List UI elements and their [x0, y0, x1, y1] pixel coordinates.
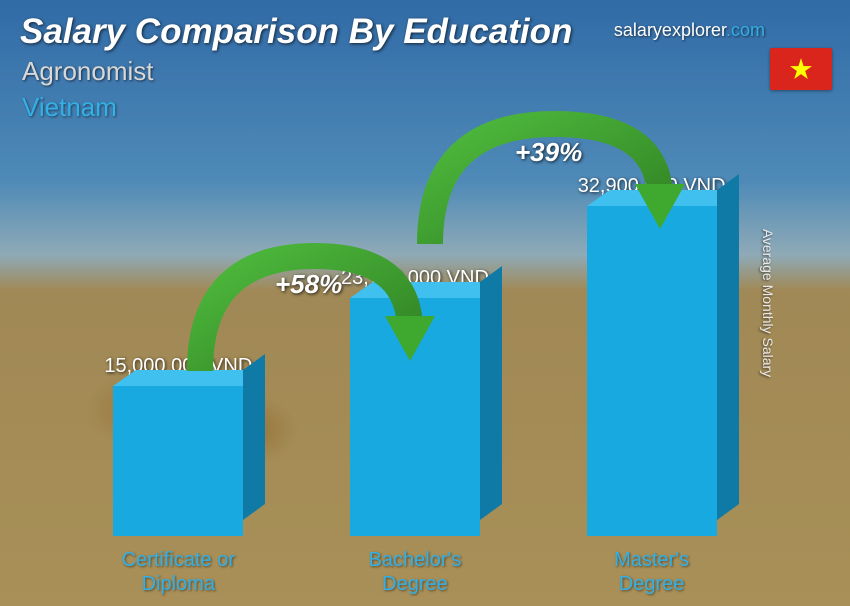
curved-arrow-icon	[180, 236, 440, 396]
chart-subtitle: Agronomist	[22, 56, 154, 87]
bar-chart: 15,000,000 VND23,700,000 VND32,900,000 V…	[60, 126, 770, 536]
star-icon	[788, 56, 814, 82]
increase-arrow-2: +39%	[410, 104, 690, 264]
increase-pct-2: +39%	[515, 137, 582, 168]
source-attribution: salaryexplorer.com	[614, 20, 765, 41]
increase-pct-1: +58%	[275, 269, 342, 300]
x-axis-labels: Certificate orDiplomaBachelor'sDegreeMas…	[60, 548, 770, 596]
curved-arrow-icon	[410, 104, 690, 264]
increase-arrow-1: +58%	[180, 236, 440, 396]
chart-country: Vietnam	[22, 92, 117, 123]
bar-3d	[113, 386, 243, 536]
x-axis-label: Master'sDegree	[533, 548, 769, 596]
x-axis-label: Bachelor'sDegree	[297, 548, 533, 596]
source-tld: .com	[726, 20, 765, 40]
content: Salary Comparison By Education Agronomis…	[0, 0, 850, 606]
chart-title: Salary Comparison By Education	[20, 12, 572, 52]
flag-vietnam	[770, 48, 832, 90]
bar-side-face	[717, 174, 739, 520]
bar-side-face	[480, 266, 502, 520]
x-axis-label: Certificate orDiploma	[60, 548, 296, 596]
source-name: salaryexplorer	[614, 20, 726, 40]
bar-front-face	[113, 386, 243, 536]
